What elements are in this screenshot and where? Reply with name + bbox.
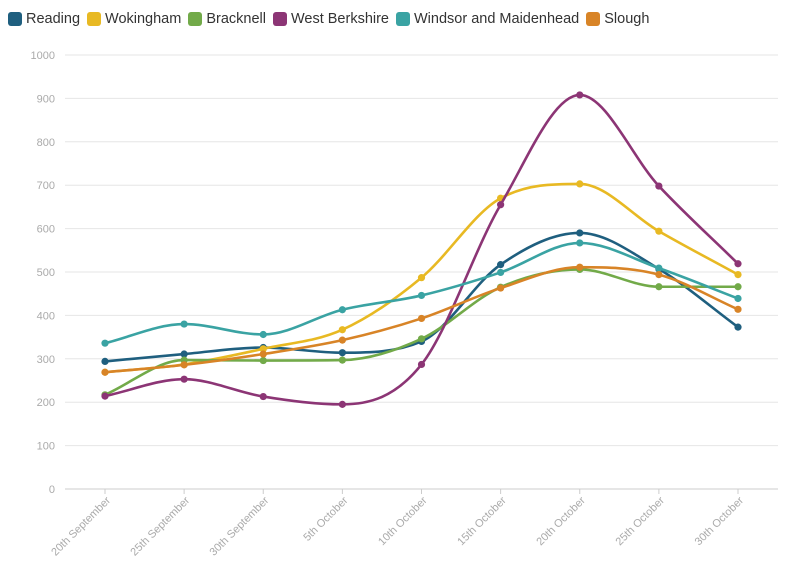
data-point [655,271,663,279]
x-tick-label: 30th October [693,494,747,548]
data-point [734,260,742,268]
x-tick-label: 15th October [455,494,509,548]
data-point [338,349,346,357]
x-tick-label: 5th October [301,494,350,543]
legend-swatch [8,12,22,26]
legend-swatch [272,12,287,26]
data-point [101,339,109,347]
y-tick-label: 500 [37,267,55,279]
data-point [576,180,584,188]
data-point [655,283,663,291]
x-tick-label: 10th October [376,494,430,548]
legend-item[interactable]: Wokingham [87,11,181,27]
y-tick-label: 800 [37,137,55,149]
data-point [259,356,267,365]
data-point [259,350,267,358]
data-point [180,320,188,328]
data-point [338,356,346,364]
series-line [103,268,740,397]
data-point [259,392,267,401]
legend-label: Bracknell [206,11,266,27]
series-line [103,93,740,406]
y-tick-label: 200 [37,397,55,409]
data-point [259,330,267,339]
data-point [576,229,584,237]
data-point [180,375,188,383]
data-point [497,284,505,292]
legend-label: Wokingham [105,11,182,27]
data-point [338,336,346,344]
series-bracknell [101,265,742,399]
data-point [655,182,663,190]
data-point [417,274,426,282]
legend-swatch [396,12,410,26]
x-tick-label: 25th October [614,494,668,548]
legend-label: Windsor and Maidenhead [414,11,580,27]
data-point [576,91,584,99]
data-point [180,361,188,369]
x-tick-label: 20th September [49,494,113,558]
y-tick-label: 700 [37,180,55,192]
chart-legend: Reading Wokingham Bracknell West Berkshire W… [8,11,656,27]
y-tick-label: 900 [37,93,55,105]
data-point [734,323,742,331]
legend-label: Reading [26,11,81,27]
data-point [259,345,267,353]
data-point [338,326,346,334]
data-point [417,360,426,369]
data-point [497,268,505,277]
series-slough [101,263,742,376]
y-tick-label: 1000 [31,50,55,62]
legend-swatch [87,12,102,26]
y-tick-label: 600 [37,224,55,236]
data-point [655,227,663,235]
legend-item[interactable]: Windsor and Maidenhead [396,11,579,27]
data-point [338,306,346,314]
legend-item[interactable]: West Berkshire [272,11,389,27]
data-point [497,201,505,209]
legend-swatch [188,12,203,26]
x-tick-label: 20th October [534,494,588,548]
series-windsor-and-maidenhead [101,239,742,347]
data-point [417,314,426,323]
legend-swatch [586,12,601,26]
x-tick-label: 30th September [208,494,272,558]
x-tick-label: 25th September [128,494,192,558]
data-point [417,291,426,300]
legend-label: Slough [604,11,650,27]
y-tick-label: 400 [37,310,55,322]
data-point [497,261,505,269]
series-line [103,231,740,363]
data-point [576,263,584,271]
legend-item[interactable]: Bracknell [188,11,266,27]
series-wokingham [101,180,742,376]
y-tick-label: 300 [37,354,55,366]
data-point [734,294,742,303]
data-point [734,305,742,313]
data-point [417,335,426,343]
data-point [338,400,346,408]
data-point [101,357,109,366]
data-point [101,392,109,400]
legend-item[interactable]: Slough [586,11,649,27]
y-tick-label: 100 [37,441,55,453]
data-point [734,271,742,279]
series-west-berkshire [101,91,742,408]
y-tick-label: 0 [49,484,55,496]
legend-label: West Berkshire [290,11,389,27]
data-point [101,368,109,376]
data-point [655,264,663,272]
legend-item[interactable]: Reading [8,11,80,27]
data-point [734,283,742,291]
data-point [576,239,584,247]
data-point [180,350,188,358]
series-line [103,182,740,374]
